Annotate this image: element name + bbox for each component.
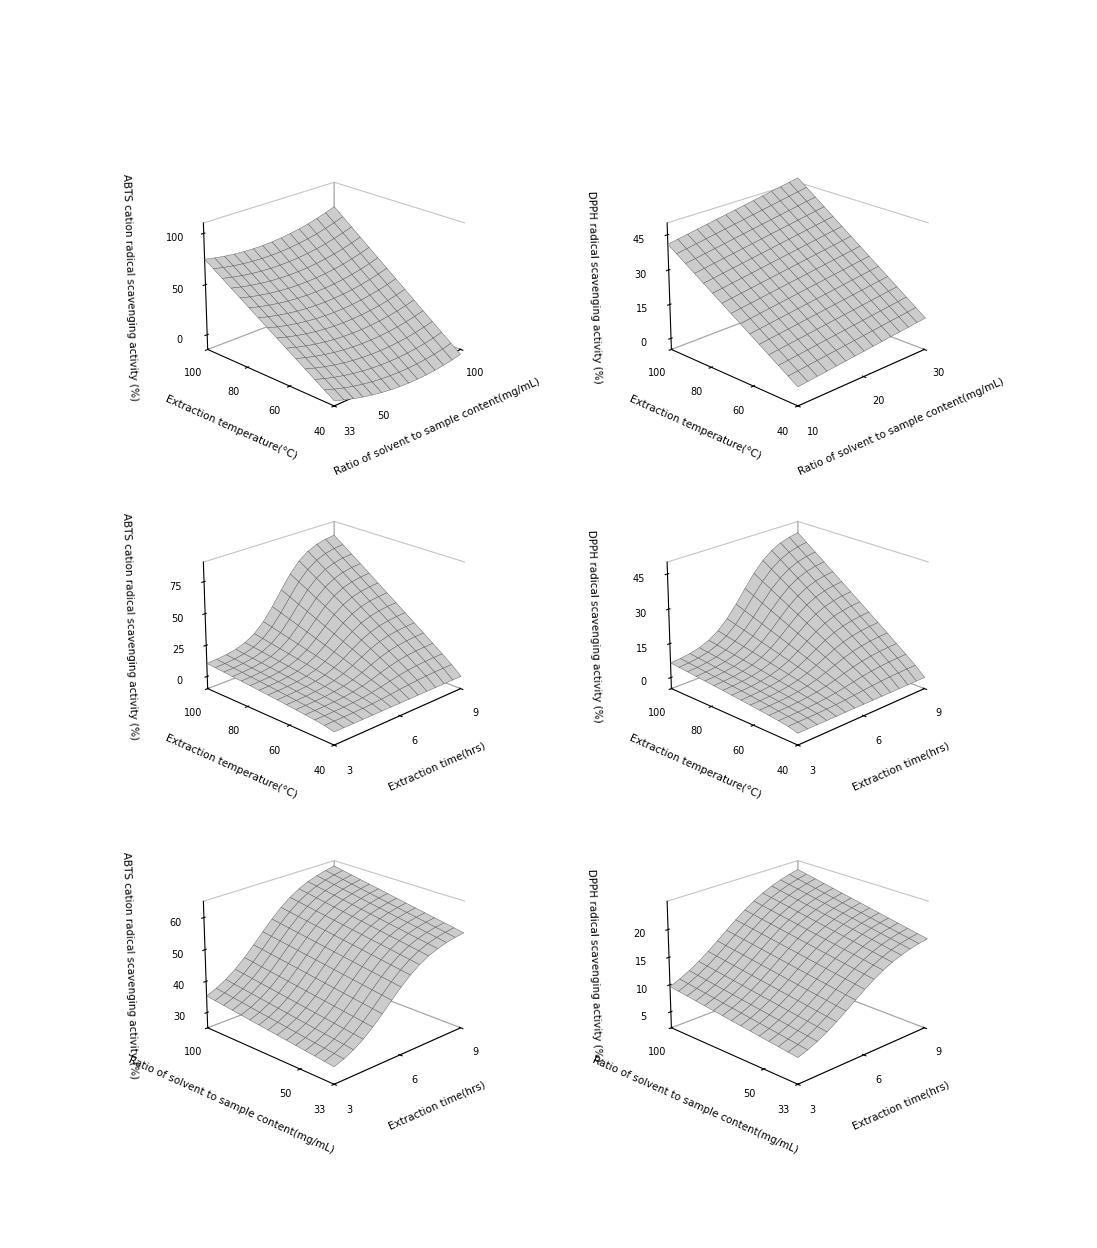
X-axis label: Extraction time(hrs): Extraction time(hrs) [387,1080,487,1132]
X-axis label: Ratio of solvent to sample content(mg/mL): Ratio of solvent to sample content(mg/mL… [796,377,1005,478]
Y-axis label: Extraction temperature(°C): Extraction temperature(°C) [163,393,298,461]
Y-axis label: Extraction temperature(°C): Extraction temperature(°C) [627,733,762,800]
Y-axis label: Ratio of solvent to sample content(mg/mL): Ratio of solvent to sample content(mg/mL… [127,1056,336,1156]
Y-axis label: Extraction temperature(°C): Extraction temperature(°C) [163,733,298,800]
X-axis label: Extraction time(hrs): Extraction time(hrs) [851,1080,951,1132]
X-axis label: Extraction time(hrs): Extraction time(hrs) [387,740,487,792]
X-axis label: Extraction time(hrs): Extraction time(hrs) [851,740,951,792]
X-axis label: Ratio of solvent to sample content(mg/mL): Ratio of solvent to sample content(mg/mL… [333,377,542,478]
Y-axis label: Extraction temperature(°C): Extraction temperature(°C) [627,393,762,461]
Y-axis label: Ratio of solvent to sample content(mg/mL): Ratio of solvent to sample content(mg/mL… [590,1056,799,1156]
